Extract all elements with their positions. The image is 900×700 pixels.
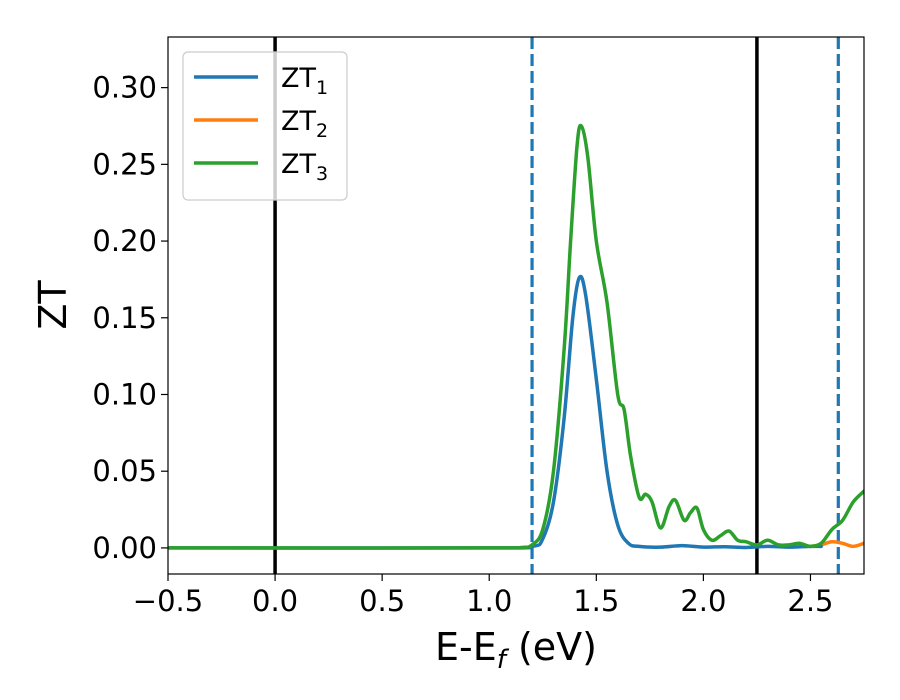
y-tick-label: 0.00: [92, 531, 157, 565]
x-tick-label: 0.0: [252, 584, 298, 618]
x-tick-label: 2.5: [787, 584, 833, 618]
legend-label-subscript: 2: [316, 120, 328, 142]
legend-label-subscript: 1: [316, 77, 328, 99]
legend-label-zt3: ZT3: [281, 149, 328, 185]
legend-label-zt2: ZT2: [281, 106, 328, 142]
y-tick-label: 0.15: [92, 301, 157, 335]
legend-label-main: ZT: [281, 106, 316, 137]
legend-item-zt1: ZT1: [194, 63, 328, 99]
x-tick-label: 2.0: [680, 584, 726, 618]
series-line-zt1: [168, 274, 823, 550]
plot-frame: [167, 36, 865, 575]
y-tick-label: 0.25: [92, 147, 157, 181]
y-tick-label: 0.20: [92, 224, 157, 258]
x-tick-label: 0.5: [359, 584, 405, 618]
x-axis-title: E-Ef (eV): [435, 625, 597, 675]
x-tick-label: 1.5: [573, 584, 619, 618]
legend-item-zt3: ZT3: [194, 149, 328, 185]
x-axis-title-unit: (eV): [506, 625, 597, 669]
x-tick-label: −0.5: [133, 584, 203, 618]
x-axis-title-main: E-E: [435, 625, 497, 669]
y-tick-label: 0.05: [92, 454, 157, 488]
legend-label-subscript: 3: [316, 163, 328, 185]
series-line-zt3: [168, 123, 864, 550]
y-axis-title: ZT: [31, 280, 75, 330]
legend-label-zt1: ZT1: [281, 63, 328, 99]
x-axis: −0.5 0.0 0.5 1.0 1.5 2.0 2.5: [133, 574, 834, 618]
y-axis: 0.00 0.05 0.10 0.15 0.20 0.25 0.30: [92, 71, 168, 565]
legend-label-main: ZT: [281, 63, 316, 94]
y-tick-label: 0.30: [92, 71, 157, 105]
series-lines: [168, 123, 864, 550]
x-tick-label: 1.0: [466, 584, 512, 618]
y-tick-label: 0.10: [92, 377, 157, 411]
legend-item-zt2: ZT2: [194, 106, 328, 142]
legend-label-main: ZT: [281, 149, 316, 180]
